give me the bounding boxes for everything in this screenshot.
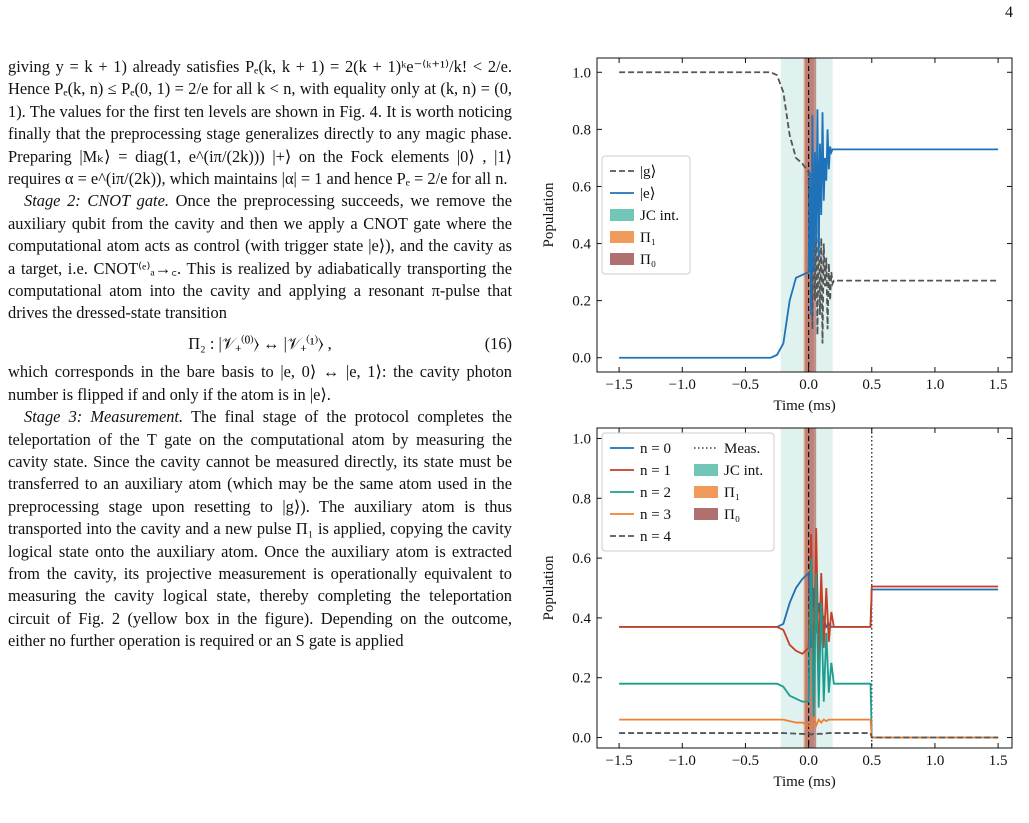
legend-swatch — [610, 253, 634, 265]
y-tick-label: 0.8 — [572, 491, 591, 507]
y-axis-label: Population — [541, 555, 557, 621]
x-tick-label: 0.0 — [799, 377, 818, 393]
legend-label: Π₀ — [640, 252, 656, 268]
y-tick-label: 1.0 — [572, 431, 591, 447]
x-tick-label: −1.5 — [605, 377, 632, 393]
legend-swatch — [694, 486, 718, 498]
x-tick-label: −1.0 — [669, 377, 696, 393]
y-tick-label: 1.0 — [572, 65, 591, 81]
y-tick-label: 0.4 — [572, 237, 591, 253]
legend-label: n = 2 — [640, 485, 671, 501]
legend-swatch — [610, 231, 634, 243]
paragraph: Stage 2: CNOT gate. Once the preprocessi… — [8, 190, 512, 324]
legend-swatch — [694, 508, 718, 520]
legend-swatch — [694, 464, 718, 476]
text-column: giving y = k + 1) already satisfies Pₑ(k… — [8, 56, 512, 653]
y-tick-label: 0.6 — [572, 551, 591, 567]
y-axis-label: Population — [541, 182, 557, 248]
legend-label: n = 1 — [640, 463, 671, 479]
equation-number: (16) — [484, 333, 512, 353]
x-axis-label: Time (ms) — [773, 774, 835, 790]
x-tick-label: 1.0 — [926, 377, 945, 393]
x-tick-label: 1.5 — [989, 377, 1008, 393]
equation-text: Π₂ : |𝒱₊⁽⁰⁾⟩ ↔ |𝒱₊⁽¹⁾⟩ , — [188, 333, 332, 353]
legend-label: Π₁ — [640, 230, 656, 246]
series-line — [619, 558, 999, 739]
chart: −1.5 −1.0 −0.5 0.0 0.5 1.0 1.5 0.0 0.2 0.4 0.6 0.8 1… — [541, 57, 1013, 414]
plot-frame — [596, 57, 1013, 373]
series-line — [619, 716, 999, 739]
series-line — [619, 732, 999, 739]
x-axis-label: Time (ms) — [773, 398, 835, 414]
paragraph-body: giving y = k + 1) already satisfies Pₑ(k… — [8, 57, 512, 189]
paragraph: which corresponds in the bare basis to |… — [8, 361, 512, 406]
y-tick-label: 0.0 — [572, 731, 591, 747]
x-tick-label: 1.0 — [926, 753, 945, 769]
chart: −1.5 −1.0 −0.5 0.0 0.5 1.0 1.5 0.0 0.2 0.4 0.6 0.8 1… — [541, 427, 1013, 790]
series-line — [619, 109, 999, 359]
x-tick-label: −1.5 — [605, 753, 632, 769]
y-tick-label: 0.2 — [572, 294, 591, 310]
legend-swatch — [610, 209, 634, 221]
y-tick-label: 0.8 — [572, 122, 591, 138]
y-tick-label: 0.4 — [572, 611, 591, 627]
plot-frame — [596, 427, 1013, 749]
y-tick-label: 0.6 — [572, 179, 591, 195]
legend-label: n = 4 — [640, 529, 671, 545]
paragraph-body: which corresponds in the bare basis to |… — [8, 362, 512, 404]
x-tick-label: 0.0 — [799, 753, 818, 769]
y-tick-label: 0.2 — [572, 671, 591, 687]
legend-label: Π₀ — [724, 507, 740, 523]
paragraph: Stage 3: Measurement. The final stage of… — [8, 406, 512, 652]
legend-label: JC int. — [724, 463, 763, 479]
page-number: 4 — [1005, 4, 1013, 21]
equation: Π₂ : |𝒱₊⁽⁰⁾⟩ ↔ |𝒱₊⁽¹⁾⟩ , (16) — [8, 333, 512, 355]
x-tick-label: −0.5 — [732, 377, 759, 393]
paragraph-lead: Stage 3: Measurement. — [24, 407, 184, 427]
legend-box — [601, 432, 775, 552]
legend-label: |g⟩ — [640, 164, 656, 180]
x-tick-label: −1.0 — [669, 753, 696, 769]
legend-label: n = 3 — [640, 507, 671, 523]
legend-label: |e⟩ — [640, 186, 656, 202]
legend-label: Meas. — [724, 441, 760, 457]
paragraph: giving y = k + 1) already satisfies Pₑ(k… — [8, 56, 512, 190]
x-tick-label: 0.5 — [862, 753, 881, 769]
x-tick-label: −0.5 — [732, 753, 759, 769]
legend-label: Π₁ — [724, 485, 740, 501]
legend-box — [601, 155, 691, 275]
series-line — [619, 528, 999, 678]
paragraph-body: The final stage of the protocol complete… — [8, 407, 512, 651]
legend-label: JC int. — [640, 208, 679, 224]
paragraph-body: Once the preprocessing succeeds, we remo… — [8, 191, 512, 323]
y-tick-label: 0.0 — [572, 351, 591, 367]
paragraph-lead: Stage 2: CNOT gate. — [24, 191, 169, 211]
x-tick-label: 0.5 — [862, 377, 881, 393]
legend-label: n = 0 — [640, 441, 671, 457]
series-line — [619, 71, 999, 344]
x-tick-label: 1.5 — [989, 753, 1008, 769]
